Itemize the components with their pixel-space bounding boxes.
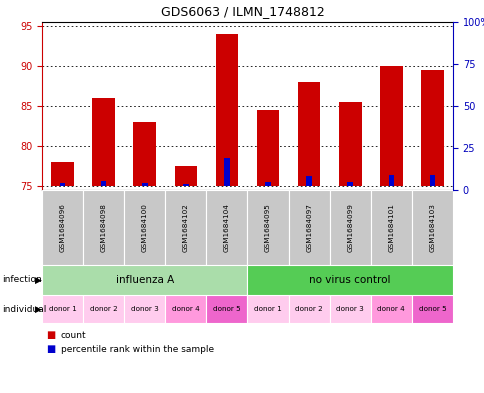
- Bar: [42, 265, 247, 295]
- Bar: [165, 190, 206, 265]
- Text: donor 5: donor 5: [212, 306, 241, 312]
- Bar: [370, 190, 411, 265]
- Bar: [174, 166, 197, 186]
- Text: donor 2: donor 2: [295, 306, 322, 312]
- Bar: [288, 295, 329, 323]
- Bar: [92, 98, 115, 186]
- Bar: [83, 295, 124, 323]
- Bar: [429, 175, 434, 186]
- Bar: [165, 295, 206, 323]
- Bar: [256, 110, 279, 186]
- Bar: [411, 295, 452, 323]
- Text: GSM1684096: GSM1684096: [60, 203, 65, 252]
- Text: ▶: ▶: [35, 275, 42, 285]
- Text: GSM1684098: GSM1684098: [101, 203, 106, 252]
- Text: GSM1684100: GSM1684100: [141, 203, 148, 252]
- Text: GSM1684104: GSM1684104: [224, 203, 229, 252]
- Bar: [247, 295, 288, 323]
- Text: donor 1: donor 1: [254, 306, 281, 312]
- Bar: [215, 34, 238, 186]
- Bar: [388, 175, 393, 186]
- Bar: [347, 182, 352, 186]
- Bar: [329, 190, 370, 265]
- Text: ■: ■: [46, 344, 55, 354]
- Text: donor 2: donor 2: [90, 306, 117, 312]
- Text: ▶: ▶: [35, 305, 42, 314]
- Bar: [101, 181, 106, 186]
- Text: ■: ■: [46, 330, 55, 340]
- Bar: [338, 102, 361, 186]
- Bar: [206, 295, 247, 323]
- Bar: [224, 158, 229, 186]
- Bar: [42, 190, 83, 265]
- Bar: [60, 183, 65, 186]
- Bar: [124, 190, 165, 265]
- Bar: [83, 190, 124, 265]
- Text: GSM1684097: GSM1684097: [305, 203, 312, 252]
- Bar: [288, 190, 329, 265]
- Text: no virus control: no virus control: [309, 275, 390, 285]
- Bar: [142, 183, 147, 186]
- Text: donor 4: donor 4: [172, 306, 199, 312]
- Bar: [411, 190, 452, 265]
- Text: donor 5: donor 5: [418, 306, 445, 312]
- Bar: [370, 295, 411, 323]
- Text: GSM1684095: GSM1684095: [264, 203, 271, 252]
- Text: donor 4: donor 4: [377, 306, 405, 312]
- Bar: [247, 265, 452, 295]
- Bar: [206, 190, 247, 265]
- Text: percentile rank within the sample: percentile rank within the sample: [60, 345, 213, 353]
- Text: GDS6063 / ILMN_1748812: GDS6063 / ILMN_1748812: [160, 5, 324, 18]
- Text: individual: individual: [2, 305, 46, 314]
- Bar: [306, 176, 311, 186]
- Bar: [124, 295, 165, 323]
- Text: donor 3: donor 3: [336, 306, 363, 312]
- Text: donor 3: donor 3: [131, 306, 158, 312]
- Text: infection: infection: [2, 275, 42, 285]
- Bar: [379, 66, 402, 186]
- Text: GSM1684099: GSM1684099: [347, 203, 352, 252]
- Bar: [182, 184, 188, 186]
- Bar: [51, 162, 74, 186]
- Text: donor 1: donor 1: [48, 306, 76, 312]
- Bar: [297, 82, 320, 186]
- Bar: [133, 122, 156, 186]
- Bar: [420, 70, 443, 186]
- Text: count: count: [60, 331, 86, 340]
- Bar: [42, 295, 83, 323]
- Bar: [265, 182, 271, 186]
- Bar: [329, 295, 370, 323]
- Text: GSM1684102: GSM1684102: [182, 203, 188, 252]
- Text: GSM1684103: GSM1684103: [428, 203, 435, 252]
- Bar: [247, 190, 288, 265]
- Text: GSM1684101: GSM1684101: [388, 203, 393, 252]
- Text: influenza A: influenza A: [115, 275, 174, 285]
